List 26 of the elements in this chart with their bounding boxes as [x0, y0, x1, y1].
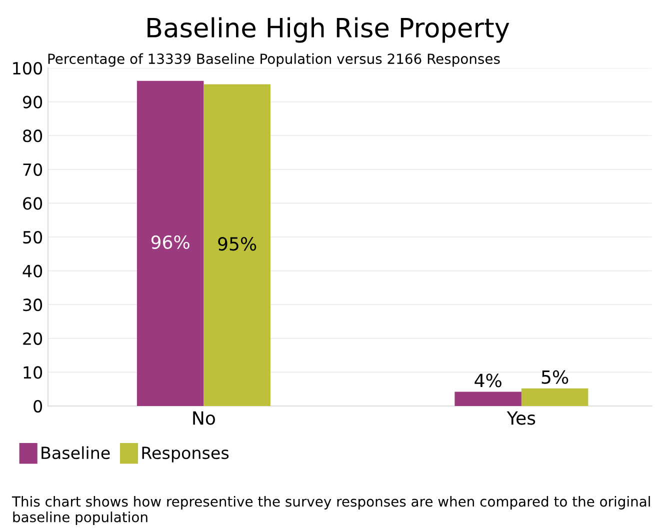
- data-label: 95%: [218, 237, 256, 251]
- legend-label: Baseline: [42, 446, 110, 460]
- bar: [454, 392, 522, 406]
- y-tick-label: 30: [23, 298, 42, 312]
- y-tick-label: 90: [22, 96, 42, 108]
- text: This chart shows how representive the survey responses are when compared to the original baseline population: [12, 496, 650, 525]
- x-tick-label: Yes: [506, 411, 536, 425]
- y-tick-label: 20: [23, 332, 42, 345]
- bar: [136, 80, 204, 406]
- legend-label: Responses: [142, 446, 229, 462]
- y-tick-label: 0: [34, 400, 42, 413]
- y-tick-label: 40: [22, 264, 42, 278]
- y-tick-label: 50: [23, 230, 42, 244]
- chart-subtitle: Percentage of 13339 Baseline Population versus 2166 Responses: [48, 53, 500, 67]
- chart-title: Baseline High Rise Property: [148, 17, 510, 43]
- y-tick-label: 60: [23, 197, 42, 210]
- y-tick-label: 100: [13, 62, 42, 75]
- data-label: 96%: [151, 235, 190, 249]
- bar: [204, 84, 270, 406]
- data-label: 5%: [542, 370, 568, 384]
- x-tick-label: No: [193, 411, 215, 425]
- y-tick-label: 80: [23, 130, 42, 142]
- bar: [521, 388, 588, 406]
- y-tick-label: 70: [23, 163, 42, 176]
- data-label: 4%: [474, 374, 502, 388]
- y-tick-label: 10: [24, 366, 42, 379]
